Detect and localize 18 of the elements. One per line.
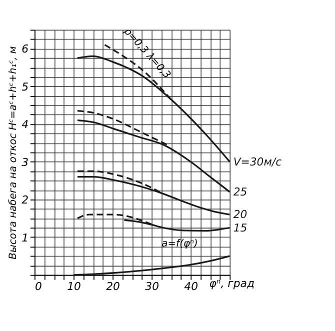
line-series [72, 255, 231, 276]
x-tick-label: 20 [106, 280, 120, 293]
series-label: V=30м/с [233, 155, 282, 168]
x-tick-label: 30 [145, 280, 160, 293]
x-tick-label: 10 [67, 280, 81, 293]
y-tick-label: 1 [22, 231, 29, 244]
y-tick-label: 5 [22, 80, 29, 94]
y-tick-label: 4 [22, 118, 29, 132]
series-label: 20 [233, 208, 248, 222]
y-tick-label: 3 [22, 156, 29, 169]
series-label: 25 [233, 186, 248, 199]
y-tick-label: 2 [22, 194, 29, 207]
x-tick-label: 40 [184, 280, 198, 293]
y-axis-title: Высота набега на откос Hᶜ=aᶜ+hᶜ+h₁ᶜ, м [8, 46, 20, 260]
series-label: 15 [233, 221, 248, 234]
x-tick-label: 0 [34, 280, 42, 293]
y-tick-label: 6 [22, 42, 29, 56]
x-axis-title: φⁿ, град [209, 277, 254, 290]
